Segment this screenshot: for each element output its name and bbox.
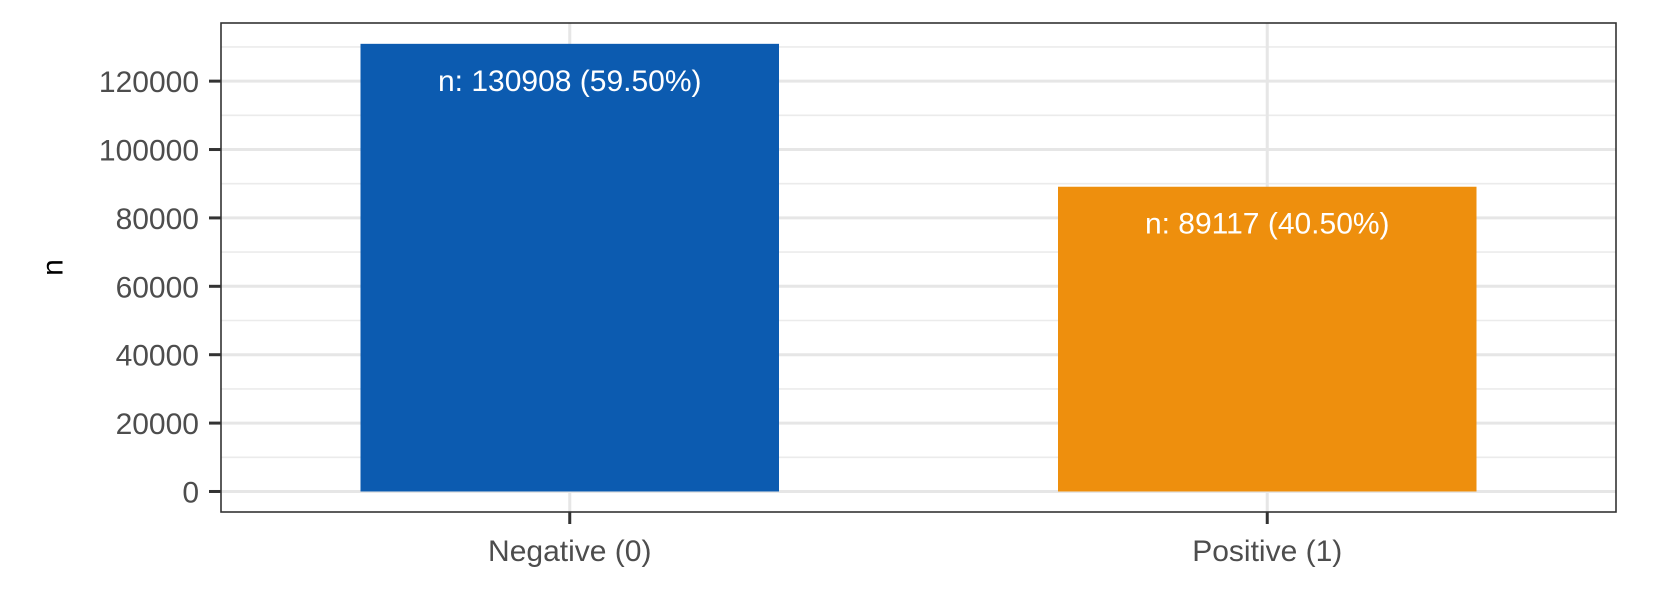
y-tick-label: 120000: [99, 66, 199, 99]
x-tick-label: Negative (0): [488, 535, 651, 568]
plot-panel-border: [220, 22, 1617, 513]
y-tick-label: 80000: [116, 203, 199, 236]
y-tick-label: 20000: [116, 408, 199, 441]
y-tick-label: 0: [182, 476, 199, 509]
x-tick-label: Positive (1): [1192, 535, 1342, 568]
y-axis: 0 20000 40000 60000 80000 100000 120000: [99, 66, 221, 509]
y-tick-label: 60000: [116, 271, 199, 304]
bar: [360, 43, 779, 492]
bar: [1058, 186, 1477, 492]
bars: [360, 43, 1477, 492]
bar-data-label: n: 89117 (40.50%): [1145, 208, 1390, 241]
bar-data-label: n: 130908 (59.50%): [438, 65, 702, 98]
y-tick-label: 40000: [116, 340, 199, 373]
bar-labels: n: 130908 (59.50%) n: 89117 (40.50%): [438, 65, 1390, 241]
y-axis-title: n: [37, 259, 70, 276]
y-tick-label: 100000: [99, 135, 199, 168]
x-axis: Negative (0) Positive (1): [488, 512, 1342, 568]
